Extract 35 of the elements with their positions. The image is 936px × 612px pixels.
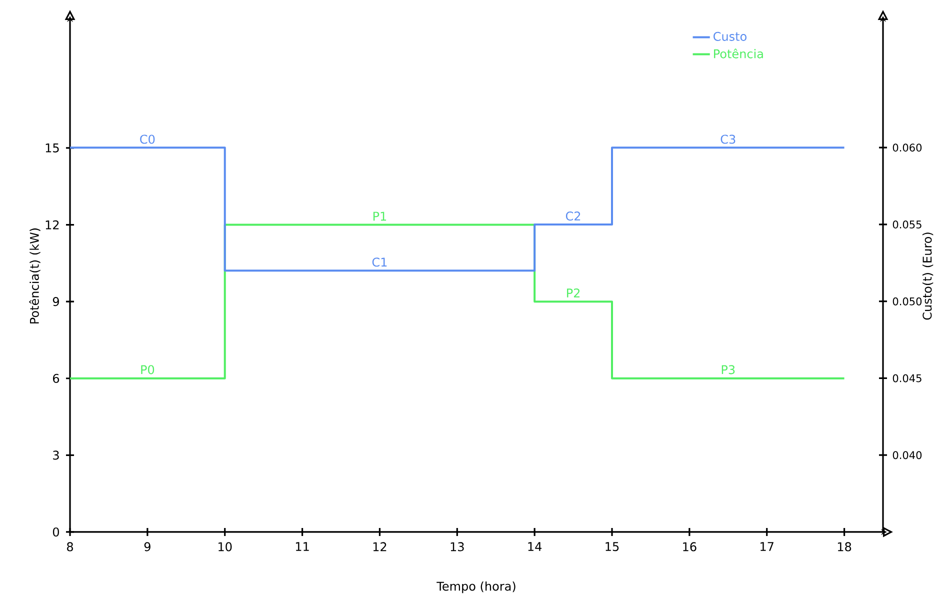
y-tick-label: 6 [53, 374, 60, 383]
y-tick-label: 0 [52, 527, 60, 537]
legend-label: Potência [714, 48, 763, 58]
x-tick-label: 15 [606, 542, 619, 552]
x-tick-label: 18 [838, 542, 852, 552]
y2-tick-label: 0.055 [892, 220, 922, 228]
annotation: P1 [373, 212, 386, 221]
annotation: C2 [566, 212, 580, 221]
x-tick-label: 12 [373, 542, 386, 552]
annotation: C1 [372, 258, 387, 267]
x-tick-label: 10 [218, 542, 232, 552]
y-tick-label: 15 [46, 144, 59, 152]
x-axis-title: Tempo (hora) [436, 581, 516, 594]
x-tick-label: 14 [528, 542, 542, 551]
y2-tick-label: 0.045 [892, 374, 922, 382]
y2-axis-title: Custo(t) (Euro) [922, 232, 934, 320]
y-tick-label: 12 [46, 220, 59, 230]
x-tick-label: 16 [683, 542, 696, 552]
y2-tick-label: 0.050 [892, 297, 922, 306]
annotation: C0 [140, 134, 155, 144]
y2-tick-label: 0.060 [892, 144, 922, 152]
y-axis-title: Potência(t) (kW) [29, 228, 40, 324]
x-tick-label: 13 [450, 542, 464, 552]
annotation: P3 [722, 365, 735, 374]
legend-label: Custo [714, 32, 746, 41]
annotation: C3 [720, 134, 736, 144]
x-tick-label: 9 [144, 542, 150, 552]
y-tick-label: 3 [53, 450, 59, 460]
y-tick-label: 9 [52, 297, 59, 306]
x-tick-label: 8 [67, 542, 73, 552]
x-tick-label: 11 [296, 542, 309, 551]
x-tick-label: 17 [760, 542, 774, 551]
annotation: P0 [141, 365, 154, 374]
annotation: P2 [567, 288, 580, 298]
y2-tick-label: 0.040 [892, 451, 922, 460]
